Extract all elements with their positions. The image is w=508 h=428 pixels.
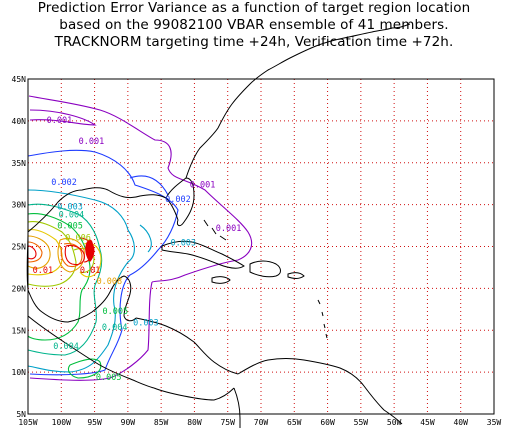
contour-label: 0.01: [33, 266, 53, 276]
y-tick-label: 40N: [12, 117, 27, 126]
coast-puerto-rico: [287, 272, 305, 279]
contour-0.004-a: [27, 203, 103, 356]
coast-bahamas: [203, 219, 227, 241]
x-tick-label: 80W: [187, 418, 202, 427]
y-tick-label: 15N: [12, 326, 27, 335]
coast-mexico-pacific: [27, 315, 155, 389]
y-tick-label: 45N: [12, 75, 27, 84]
y-tick-label: 30N: [12, 201, 27, 210]
variance-peak-marker: [85, 239, 95, 262]
contour-0.002-b: [129, 175, 169, 196]
coast-south-america: [237, 358, 403, 425]
y-tick-label: 20N: [12, 284, 27, 293]
coast-us-gulf: [27, 187, 179, 233]
contour-0.006-a: [27, 221, 77, 287]
title-line-1: Prediction Error Variance as a function …: [37, 0, 471, 16]
contour-label: 0.004: [59, 211, 85, 221]
coast-hispaniola: [249, 260, 281, 278]
contour-0.008-a: [27, 235, 51, 269]
x-tick-label: 55W: [354, 418, 369, 427]
contour-label: 0.005: [57, 222, 83, 232]
coast-lesser-antilles: [317, 299, 328, 339]
x-tick-label: 70W: [254, 418, 269, 427]
contour-0.001-b: [29, 109, 97, 126]
contour-label: 0.001: [216, 224, 242, 234]
contour-0.006-b: [73, 247, 95, 273]
contour-0.01-a: [27, 245, 37, 260]
x-tick-label: 35W: [487, 418, 502, 427]
x-tick-label: 45W: [420, 418, 435, 427]
coastline: [26, 23, 411, 428]
title-line-3: TRACKNORM targeting time +24h, Verificat…: [54, 34, 454, 50]
coast-central-america-pacific: [153, 387, 235, 401]
x-tick-label: 65W: [287, 418, 302, 427]
y-tick-label: 35N: [12, 159, 27, 168]
contour-labels: 0.001 0.001 0.001 0.001 0.002 0.002 0.003 0.003…: [33, 116, 242, 383]
x-tick-label: 75W: [220, 418, 235, 427]
contour-label: 0.005: [103, 307, 129, 317]
contour-label: 0.008: [97, 277, 123, 287]
coast-florida: [165, 177, 195, 227]
contour-label: 0.003: [170, 238, 196, 248]
x-tick-label: 60W: [320, 418, 335, 427]
figure-title: Prediction Error Variance as a function …: [0, 0, 508, 51]
map-frame: [27, 78, 495, 415]
contour-0.001-c: [29, 281, 153, 381]
y-tick-label: 25N: [12, 243, 27, 252]
x-tick-label: 100W: [52, 418, 71, 427]
contour-label: 0.006: [65, 233, 91, 243]
contour-0.002-a: [27, 149, 179, 376]
x-tick-label: 105W: [18, 418, 37, 427]
title-line-2: based on the 99082100 VBAR ensemble of 4…: [59, 17, 449, 33]
x-tick-label: 90W: [121, 418, 136, 427]
y-tick-label: 5N: [16, 410, 26, 419]
contour-label: 0.004: [102, 323, 128, 333]
contour-label: 0.004: [53, 342, 79, 352]
coast-cuba: [161, 240, 245, 269]
x-tick-label: 40W: [453, 418, 468, 427]
contour-label: 0.001: [47, 116, 73, 126]
contour-0.003-b: [139, 224, 152, 253]
contour-0.005-a: [27, 213, 91, 341]
coast-us-east: [185, 23, 411, 179]
contour-label: 0.01: [80, 266, 100, 276]
contour-label: 0.001: [79, 137, 105, 147]
coast-south-america-west: [233, 387, 241, 428]
y-tick-label: 10N: [12, 368, 27, 377]
contour-0.001-a: [28, 95, 253, 283]
contour-label: 0.003: [133, 319, 159, 329]
coast-jamaica: [211, 276, 231, 284]
contour-0.008-b: [57, 237, 85, 273]
x-tick-label: 95W: [87, 418, 102, 427]
contour-0.005-b: [67, 358, 102, 379]
contour-label: 0.005: [96, 373, 122, 383]
contour-label: 0.001: [190, 181, 216, 191]
lat-lon-grid: [28, 79, 494, 414]
coast-mexico: [26, 231, 137, 323]
contour-0.009-a: [27, 241, 43, 263]
x-tick-label: 85W: [154, 418, 169, 427]
contour-0.01-b: [64, 244, 85, 266]
x-tick-label: 50W: [387, 418, 402, 427]
coast-central-america: [135, 317, 239, 375]
variance-contours: [27, 95, 253, 381]
contour-label: 0.002: [165, 195, 191, 205]
contour-label: 0.002: [51, 178, 77, 188]
contour-label: 0.003: [57, 202, 83, 212]
axis-tick-labels: 105W 100W 95W 90W 85W 80W 75W 70W 65W 60W 55W 50W 45…: [12, 75, 502, 427]
